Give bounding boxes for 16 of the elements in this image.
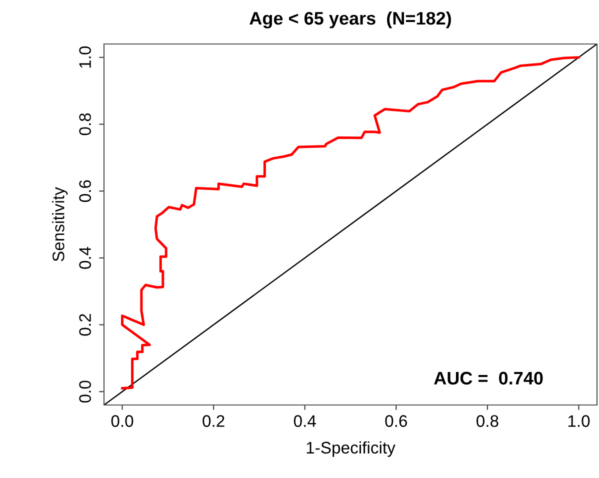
- x-tick-label: 1.0: [568, 415, 590, 427]
- x-tick-label: 0.8: [476, 415, 498, 427]
- x-axis-title: 1-Specificity: [306, 441, 396, 457]
- y-tick-label: 0.2: [79, 314, 91, 336]
- y-tick-label: 0.4: [79, 246, 91, 269]
- y-tick-label: 1.0: [79, 46, 91, 68]
- y-tick-label: 0.6: [79, 180, 91, 202]
- x-tick-label: 0.2: [202, 415, 224, 427]
- y-tick-label: 0.0: [79, 380, 91, 403]
- x-tick-label: 0.0: [111, 415, 134, 427]
- x-tick-label: 0.6: [385, 415, 407, 427]
- annotation: AUC = 0.740: [434, 372, 543, 385]
- chart-title: Age < 65 years (N=182): [250, 11, 451, 28]
- x-tick-label: 0.4: [294, 415, 316, 427]
- y-axis-title: Sensitivity: [52, 187, 68, 262]
- y-tick-label: 0.8: [79, 113, 91, 136]
